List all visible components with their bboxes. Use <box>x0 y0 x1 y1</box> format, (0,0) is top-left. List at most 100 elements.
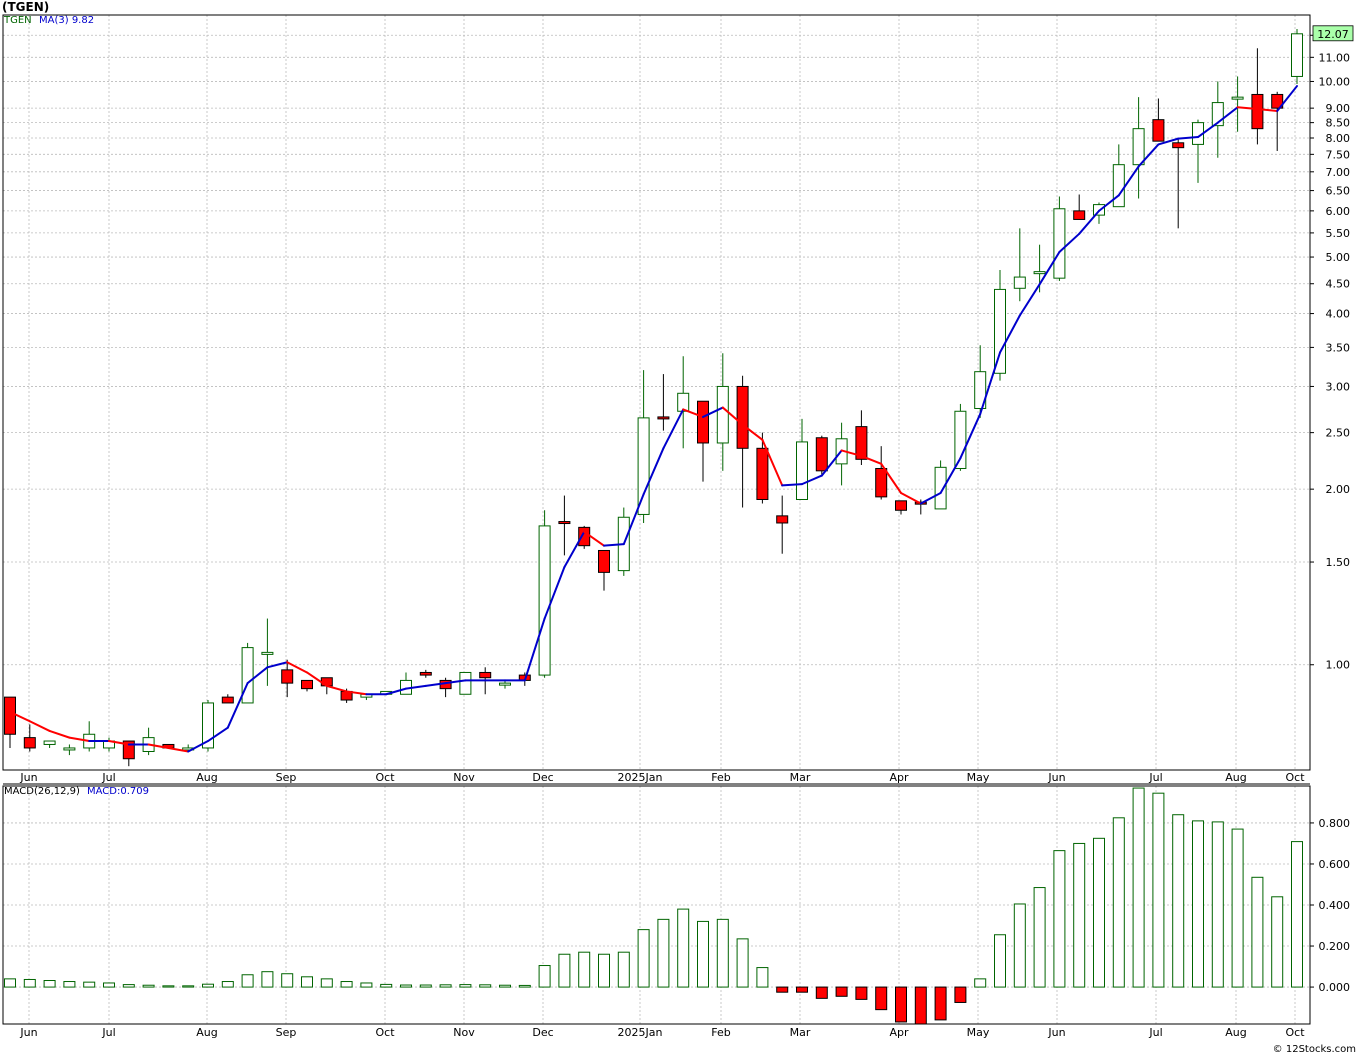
ma-line <box>9 85 1298 753</box>
price-x-tick-label: Jul <box>101 771 115 784</box>
macd-bar <box>1013 903 1026 988</box>
ma-segment <box>1236 106 1259 110</box>
candle <box>716 353 729 471</box>
candle <box>776 495 789 554</box>
candle-body <box>637 417 650 515</box>
last-price-tag: 12.07 <box>1317 28 1349 41</box>
macd-x-tick-label: Apr <box>889 1026 909 1039</box>
macd-x-tick-label: Nov <box>453 1026 475 1039</box>
macd-bar <box>162 985 175 988</box>
macd-x-tick-label: May <box>967 1026 990 1039</box>
ma-segment <box>583 530 605 547</box>
macd-bar <box>419 984 432 988</box>
macd-bar <box>142 984 155 988</box>
macd-bar <box>716 918 729 988</box>
symbol-legend: TGEN <box>4 15 32 26</box>
ma-segment <box>226 682 249 729</box>
ma-segment <box>1137 143 1160 168</box>
macd-bar <box>1132 787 1145 988</box>
candle-body <box>716 385 729 444</box>
candle-body <box>1251 93 1264 130</box>
candle <box>598 549 610 591</box>
candle <box>756 432 769 504</box>
price-x-tick-label: May <box>967 771 990 784</box>
candle-body <box>1013 276 1026 289</box>
candle <box>875 446 888 500</box>
price-y-tick-label: 3.50 <box>1326 341 1351 354</box>
candle <box>657 374 670 431</box>
candle <box>677 356 690 449</box>
candle <box>1291 29 1303 85</box>
candle <box>558 495 571 556</box>
candle <box>241 642 254 704</box>
macd-bar <box>1211 821 1224 988</box>
ma-segment <box>801 474 823 486</box>
macd-bar <box>1112 817 1125 988</box>
macd-bar <box>578 951 591 988</box>
macd-bar <box>1172 814 1185 988</box>
candle-body <box>1053 208 1066 279</box>
macd-bar <box>796 986 808 993</box>
price-x-tick-label: 2025Jan <box>618 771 663 784</box>
candle <box>281 659 294 698</box>
candle-body <box>499 682 511 686</box>
ma-segment <box>860 454 883 465</box>
candle <box>301 679 313 692</box>
candle-body <box>1172 142 1185 149</box>
ma-segment <box>939 457 962 494</box>
macd-bar <box>1093 837 1105 988</box>
candle <box>23 724 36 752</box>
candle-body <box>459 671 472 695</box>
candle-body <box>1112 164 1125 208</box>
macd-bar <box>122 984 135 988</box>
macd-x-tick-label: Mar <box>790 1026 811 1039</box>
ma-segment <box>1177 136 1199 140</box>
candle <box>142 727 155 756</box>
ma-segment <box>325 684 348 693</box>
candle <box>1172 137 1185 229</box>
candle-body <box>815 437 828 472</box>
price-x-tick-label: Jul <box>1148 771 1162 784</box>
macd-bar <box>1251 876 1264 988</box>
price-y-tick-label: 5.50 <box>1326 227 1351 240</box>
candle-body <box>974 371 987 409</box>
candle-body <box>895 500 907 511</box>
candle <box>954 403 967 471</box>
grid-lines <box>3 15 1310 1024</box>
candle <box>697 400 709 482</box>
candle <box>895 500 907 515</box>
macd-x-tick-label: 2025Jan <box>618 1026 663 1039</box>
candle <box>1132 97 1145 199</box>
ma-segment <box>1276 85 1298 112</box>
macd-bar <box>400 984 412 988</box>
macd-x-tick-label: Jul <box>101 1026 115 1039</box>
ma-segment <box>345 690 368 696</box>
ma-segment <box>187 740 209 753</box>
macd-bar <box>974 978 987 988</box>
ma-segment <box>28 720 51 732</box>
candle-body <box>776 515 789 524</box>
candle-body <box>1291 33 1303 77</box>
ma-segment <box>48 729 71 739</box>
macd-x-tick-label: Jun <box>19 1026 37 1039</box>
ma-segment <box>1197 121 1219 139</box>
price-y-tick-label: 6.50 <box>1326 185 1351 198</box>
macd-bar <box>1291 841 1303 988</box>
ma-segment <box>147 743 170 749</box>
macd-bar <box>835 986 848 997</box>
macd-bar <box>558 953 571 988</box>
macd-bar <box>202 983 214 988</box>
price-x-tick-label: Mar <box>790 771 811 784</box>
macd-y-tick-label: 0.000 <box>1319 981 1351 994</box>
price-x-tick-label: Nov <box>453 771 475 784</box>
price-x-tick-label: Oct <box>375 771 395 784</box>
candle <box>1271 91 1284 151</box>
macd-bar <box>360 982 373 988</box>
ma-segment <box>207 726 229 743</box>
candle <box>796 418 808 500</box>
candle-body <box>954 410 967 469</box>
candle <box>1073 194 1086 220</box>
ma-segment <box>306 671 328 687</box>
candle-body <box>538 525 551 676</box>
